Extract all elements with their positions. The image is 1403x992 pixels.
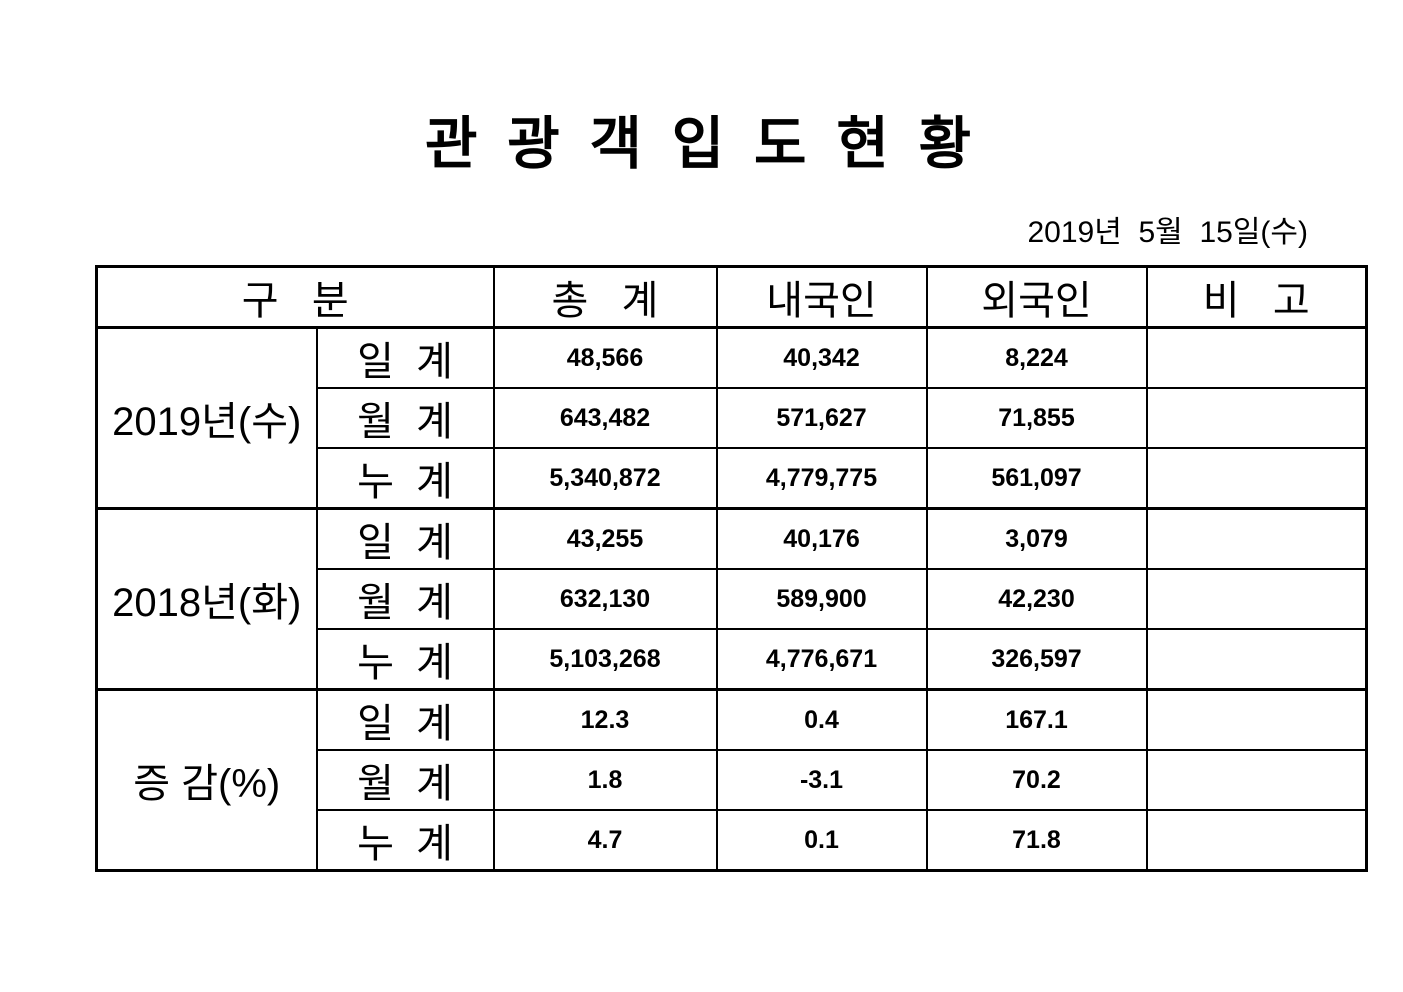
table-row: 증 감(%) 일 계 12.3 0.4 167.1 [95, 688, 1368, 872]
value-cell-domestic: 40,342 [715, 326, 928, 389]
value-cell-foreign: 561,097 [925, 447, 1148, 510]
table-row: 누 계 4.7 0.1 71.8 [97, 809, 1368, 872]
table-row: 월 계 632,130 589,900 42,230 [97, 568, 1368, 630]
note-cell [1145, 628, 1368, 691]
value-cell-total: 4.7 [492, 809, 718, 872]
note-cell [1145, 749, 1368, 811]
table-row: 월 계 1.8 -3.1 70.2 [97, 749, 1368, 811]
year-cell-2018: 2018년(화) [95, 507, 318, 691]
header-note: 비 고 [1145, 265, 1368, 329]
table-row: 2018년(화) 일 계 43,255 40,176 3,079 [95, 507, 1368, 691]
value-cell-domestic: 0.1 [715, 809, 928, 872]
table-row: 누 계 5,340,872 4,779,775 561,097 [97, 447, 1368, 510]
note-cell [1145, 688, 1368, 751]
note-cell [1145, 507, 1368, 570]
value-cell-total: 43,255 [492, 507, 718, 570]
value-cell-total: 632,130 [492, 568, 718, 630]
year-cell-2019: 2019년(수) [95, 326, 318, 510]
type-cell: 누 계 [315, 447, 495, 510]
header-foreign: 외국인 [925, 265, 1148, 329]
value-cell-domestic: 4,779,775 [715, 447, 928, 510]
value-cell-total: 48,566 [492, 326, 718, 389]
table-row: 월 계 643,482 571,627 71,855 [97, 387, 1368, 449]
note-cell [1145, 387, 1368, 449]
value-cell-domestic: 589,900 [715, 568, 928, 630]
value-cell-foreign: 70.2 [925, 749, 1148, 811]
value-cell-total: 12.3 [492, 688, 718, 751]
year-cell-change-pct: 증 감(%) [95, 688, 318, 872]
value-cell-domestic: -3.1 [715, 749, 928, 811]
table-row: 2019년(수) 일 계 48,566 40,342 8,224 [95, 326, 1368, 510]
header-row: 구 분 총 계 내국인 외국인 비 고 [95, 265, 1368, 329]
value-cell-foreign: 167.1 [925, 688, 1148, 751]
value-cell-total: 643,482 [492, 387, 718, 449]
type-cell: 월 계 [315, 749, 495, 811]
note-cell [1145, 809, 1368, 872]
value-cell-foreign: 42,230 [925, 568, 1148, 630]
value-cell-total: 1.8 [492, 749, 718, 811]
table-row: 누 계 5,103,268 4,776,671 326,597 [97, 628, 1368, 691]
value-cell-foreign: 326,597 [925, 628, 1148, 691]
value-cell-domestic: 0.4 [715, 688, 928, 751]
report-date: 2019년 5월 15일(수) [1027, 216, 1308, 249]
value-cell-domestic: 571,627 [715, 387, 928, 449]
value-cell-foreign: 71,855 [925, 387, 1148, 449]
value-cell-foreign: 3,079 [925, 507, 1148, 570]
type-cell: 일 계 [315, 507, 495, 570]
type-cell: 누 계 [315, 628, 495, 691]
type-cell: 일 계 [315, 326, 495, 389]
value-cell-total: 5,103,268 [492, 628, 718, 691]
type-cell: 누 계 [315, 809, 495, 872]
note-cell [1145, 568, 1368, 630]
value-cell-foreign: 8,224 [925, 326, 1148, 389]
type-cell: 일 계 [315, 688, 495, 751]
note-cell [1145, 447, 1368, 510]
value-cell-domestic: 4,776,671 [715, 628, 928, 691]
tourist-arrivals-table: 구 분 총 계 내국인 외국인 비 고 2019년(수) 일 계 48,566 … [95, 265, 1368, 872]
type-cell: 월 계 [315, 387, 495, 449]
value-cell-foreign: 71.8 [925, 809, 1148, 872]
type-cell: 월 계 [315, 568, 495, 630]
value-cell-domestic: 40,176 [715, 507, 928, 570]
value-cell-total: 5,340,872 [492, 447, 718, 510]
document-title: 관 광 객 입 도 현 황 [424, 112, 979, 176]
header-total: 총 계 [492, 265, 718, 329]
header-category: 구 분 [95, 265, 495, 329]
note-cell [1145, 326, 1368, 389]
header-domestic: 내국인 [715, 265, 928, 329]
